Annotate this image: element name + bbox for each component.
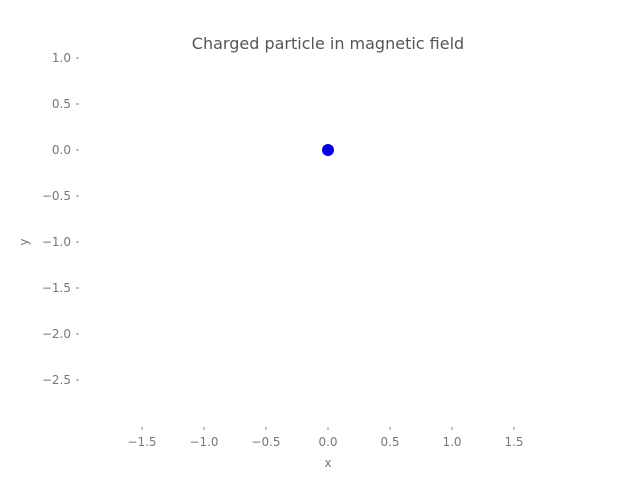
y-axis-ticks: 1.0 0.5 0.0 −0.5 −1.0 −1.5 −2.0 −2.5 bbox=[42, 51, 79, 387]
x-tick-label: 1.5 bbox=[504, 435, 523, 449]
x-tick-label: 1.0 bbox=[442, 435, 461, 449]
y-tick-label: −2.5 bbox=[42, 373, 71, 387]
x-tick-label: −1.5 bbox=[127, 435, 156, 449]
particle-point bbox=[322, 144, 334, 156]
y-tick-label: −1.0 bbox=[42, 235, 71, 249]
chart-title: Charged particle in magnetic field bbox=[192, 34, 464, 53]
y-tick-label: 0.0 bbox=[52, 143, 71, 157]
y-tick-label: −0.5 bbox=[42, 189, 71, 203]
x-tick-label: −1.0 bbox=[189, 435, 218, 449]
x-axis-label: x bbox=[324, 456, 331, 470]
data-points bbox=[322, 144, 334, 156]
y-tick-label: −2.0 bbox=[42, 327, 71, 341]
x-tick-label: 0.0 bbox=[318, 435, 337, 449]
y-tick-label: 1.0 bbox=[52, 51, 71, 65]
y-axis-label: y bbox=[17, 238, 31, 245]
y-tick-label: −1.5 bbox=[42, 281, 71, 295]
x-tick-label: −0.5 bbox=[251, 435, 280, 449]
y-tick-label: 0.5 bbox=[52, 97, 71, 111]
x-tick-label: 0.5 bbox=[380, 435, 399, 449]
x-axis-ticks: −1.5 −1.0 −0.5 0.0 0.5 1.0 1.5 bbox=[127, 427, 524, 449]
